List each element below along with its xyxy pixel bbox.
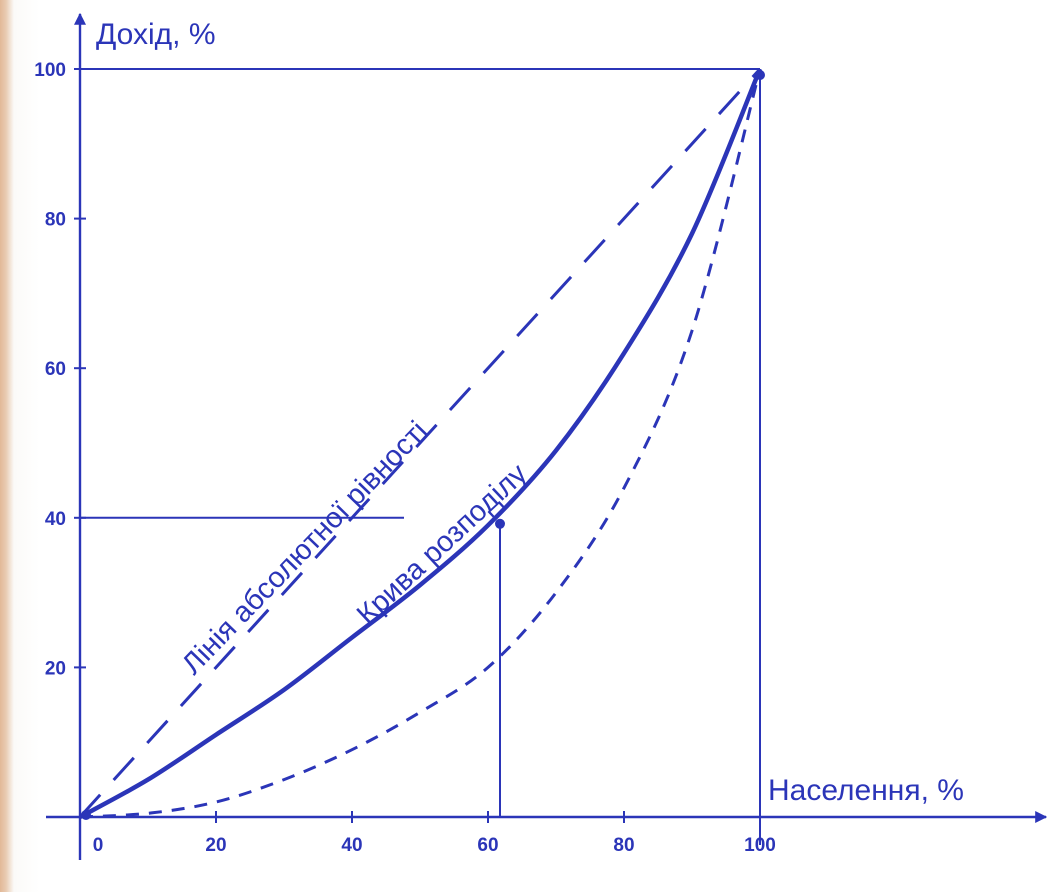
y-tick-label: 100 xyxy=(34,60,66,81)
y-axis-title: Дохід, % xyxy=(96,18,216,51)
inequality-curve xyxy=(79,68,762,819)
x-tick-label: 40 xyxy=(341,835,362,856)
x-axis-title: Населення, % xyxy=(768,774,964,807)
tick-labels: 20 40 60 80 100 0 20 40 60 80 100 xyxy=(34,60,776,856)
distribution-curve xyxy=(78,68,763,819)
x-tick-label: 80 xyxy=(613,835,634,856)
y-tick-label: 20 xyxy=(45,658,66,679)
marked-point xyxy=(495,518,505,529)
end-point xyxy=(755,70,765,80)
y-tick-label: 80 xyxy=(45,210,66,231)
x-tick-label: 100 xyxy=(744,835,776,856)
x-tick-label: 60 xyxy=(477,835,498,856)
y-tick-label: 60 xyxy=(45,359,66,380)
axes xyxy=(46,12,1048,860)
equality-line xyxy=(78,67,762,819)
series xyxy=(78,67,765,820)
y-tick-label: 40 xyxy=(45,509,66,530)
origin-point xyxy=(81,810,91,820)
x-tick-label: 0 xyxy=(93,835,104,856)
equality-line-label: Лінія абсолютної рівності xyxy=(176,415,434,681)
x-tick-label: 20 xyxy=(205,835,226,856)
